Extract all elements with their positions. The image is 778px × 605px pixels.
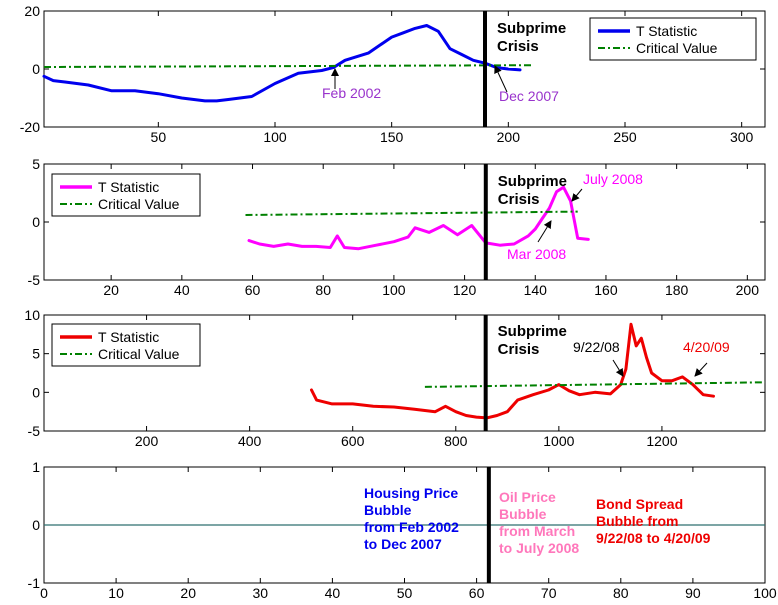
y-tick-label: -5 (28, 423, 41, 439)
x-tick-label: 20 (180, 585, 196, 601)
legend-label: T Statistic (636, 23, 697, 39)
critical-value-line (424, 381, 766, 388)
x-tick-label: 100 (263, 129, 287, 145)
x-tick-label: 120 (453, 282, 477, 298)
x-tick-label: 300 (730, 129, 754, 145)
x-tick-label: 80 (613, 585, 629, 601)
x-tick-label: 1000 (543, 433, 574, 449)
y-tick-label: 0 (32, 214, 40, 230)
annotation-arrow (571, 188, 583, 202)
crisis-label: Subprime (498, 323, 567, 340)
legend-label: Critical Value (98, 196, 180, 212)
x-tick-label: 1200 (646, 433, 677, 449)
annotation-label: Feb 2002 (322, 85, 381, 101)
annotation-arrow (494, 65, 508, 93)
x-tick-label: 0 (40, 585, 48, 601)
bubble-label: from Feb 2002 (364, 519, 459, 535)
y-tick-label: 1 (32, 459, 40, 475)
legend-label: Critical Value (98, 346, 180, 362)
bubble-label: Oil Price (499, 489, 556, 505)
annotation-arrow (537, 220, 552, 243)
bubble-label: Bubble from (596, 513, 678, 529)
x-tick-label: 200 (736, 282, 760, 298)
legend-label: T Statistic (98, 329, 159, 345)
y-tick-label: 0 (32, 517, 40, 533)
y-tick-label: 20 (24, 3, 40, 19)
x-tick-label: 50 (397, 585, 413, 601)
y-tick-label: 10 (24, 307, 40, 323)
x-tick-label: 100 (382, 282, 406, 298)
annotation-label: 4/20/09 (683, 339, 730, 355)
crisis-label: Crisis (497, 38, 539, 55)
annotation-arrow (612, 359, 624, 377)
bubble-label: Bubble (499, 506, 547, 522)
bubble-label: Housing Price (364, 485, 458, 501)
annotation-label: Mar 2008 (507, 246, 566, 262)
x-tick-label: 90 (685, 585, 701, 601)
bubble-label: from March (499, 523, 575, 539)
crisis-label: Crisis (498, 341, 540, 358)
panel-3: 200 400 600 800 1000 1200 -5 0 5 10 SubprimeCrisis… (24, 307, 766, 449)
t-statistic-line (42, 24, 522, 103)
x-tick-label: 60 (245, 282, 261, 298)
crisis-label: Subprime (498, 173, 567, 190)
x-tick-label: 60 (469, 585, 485, 601)
bubble-label: Bubble (364, 502, 412, 518)
x-tick-label: 200 (135, 433, 159, 449)
x-tick-label: 50 (151, 129, 167, 145)
x-tick-label: 600 (341, 433, 365, 449)
y-tick-label: 5 (32, 346, 40, 362)
annotation-arrow (694, 362, 708, 377)
critical-value-line (43, 64, 532, 68)
x-tick-label: 100 (753, 585, 777, 601)
annotation-label: Dec 2007 (499, 88, 559, 104)
bubble-label: to July 2008 (499, 540, 579, 556)
x-tick-label: 70 (541, 585, 557, 601)
panel-2: 20 40 60 80 100 120 140 160 180 200-505SubprimeCr… (28, 156, 766, 298)
x-tick-label: 180 (665, 282, 689, 298)
x-tick-label: 80 (315, 282, 331, 298)
crisis-label: Subprime (497, 20, 566, 37)
critical-value-line (245, 210, 578, 216)
x-tick-label: 40 (174, 282, 190, 298)
y-tick-label: -5 (28, 272, 41, 288)
x-tick-label: 40 (325, 585, 341, 601)
annotation-label: July 2008 (583, 171, 643, 187)
bubble-label: 9/22/08 to 4/20/09 (596, 530, 711, 546)
x-tick-label: 20 (103, 282, 119, 298)
annotation-label: 9/22/08 (573, 339, 620, 355)
x-tick-label: 200 (497, 129, 521, 145)
x-tick-label: 400 (238, 433, 262, 449)
x-tick-label: 800 (444, 433, 468, 449)
legend-box (51, 323, 201, 367)
t-statistic-line (310, 322, 715, 420)
y-tick-label: 5 (32, 156, 40, 172)
x-tick-label: 250 (613, 129, 637, 145)
x-tick-label: 30 (253, 585, 269, 601)
bubble-label: to Dec 2007 (364, 536, 442, 552)
bubble-label: Bond Spread (596, 496, 683, 512)
legend-box (51, 173, 201, 217)
x-tick-label: 150 (380, 129, 404, 145)
legend-label: Critical Value (636, 40, 718, 56)
y-tick-label: -1 (28, 575, 41, 591)
x-tick-label: 160 (594, 282, 618, 298)
legend-box (589, 17, 757, 61)
x-tick-label: 10 (108, 585, 124, 601)
t-statistic-line (247, 185, 590, 251)
y-tick-label: 0 (32, 61, 40, 77)
y-tick-label: -20 (20, 119, 40, 135)
crisis-label: Crisis (498, 191, 540, 208)
x-tick-label: 140 (524, 282, 548, 298)
y-tick-label: 0 (32, 384, 40, 400)
legend-label: T Statistic (98, 179, 159, 195)
